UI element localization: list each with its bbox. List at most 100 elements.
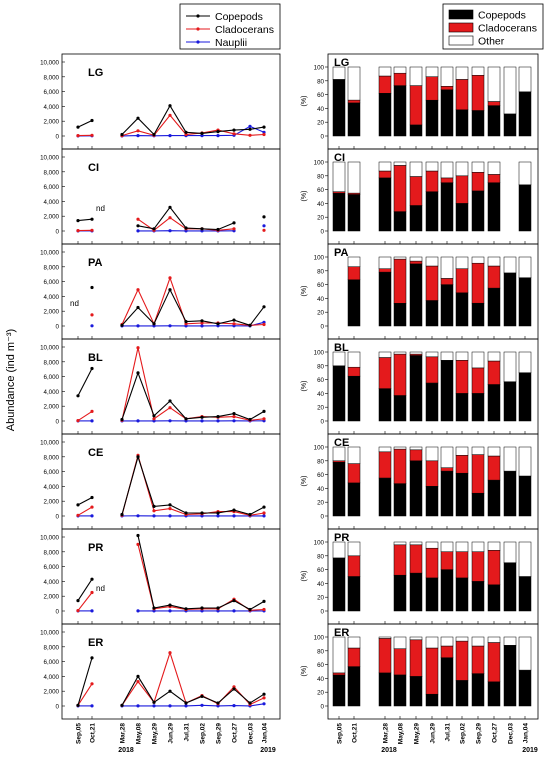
x-tick-label-left: Dec,03 [248,723,255,744]
nauplii-point [152,704,156,708]
y-tick-label: 60 [317,92,324,99]
cladocerans-bar [455,175,469,204]
y-tick-label: 2,000 [44,214,60,221]
composition-panel-ce: 0 20 40 60 80 100 (%) CE [301,433,539,530]
copepods-point [200,131,204,135]
y-tick-label: 6,000 [44,374,60,381]
nauplii-point [248,124,252,128]
nauplii-point [168,134,172,138]
copepods-bar [455,393,469,422]
copepods-line [121,675,265,706]
copepods-bar [378,177,392,232]
y-tick-label: 0 [321,609,325,616]
copepods-bar [425,694,439,707]
copepods-bar [471,302,485,327]
other-bar [409,351,423,355]
other-bar [409,636,423,641]
copepods-bar [455,472,469,517]
other-bar [425,66,439,77]
other-bar [503,446,517,472]
cladocerans-bar [393,165,407,212]
copepods-bar [503,272,517,327]
other-bar [332,161,346,192]
legend-swatch-cladocerans [448,22,474,33]
other-bar [518,541,532,577]
cladocerans-bar [455,455,469,474]
y-tick-label: 80 [317,648,324,655]
copepods-line [121,104,265,136]
copepods-point [200,319,204,323]
abundance-panel-ce: 0 2,000 4,000 6,000 8,000 10,000 CE [40,433,281,530]
nauplii-point [200,703,204,707]
other-bar [518,66,532,93]
other-bar [471,256,485,264]
y-tick-label: 100 [314,350,325,357]
y-tick-label: 0 [321,229,325,236]
y-tick-label: 100 [314,635,325,642]
legend-label-copepods: Copepods [215,11,263,23]
nauplii-line [122,703,265,707]
copepods-bar [378,388,392,422]
copepods-bar [393,211,407,232]
cladocerans-point [90,505,94,509]
x-tick-label-left: Jul,31 [184,723,191,742]
copepods-bar [440,89,454,137]
other-bar [378,161,392,172]
y-tick-label: 20 [317,595,324,602]
copepods-bar [518,576,532,612]
other-bar [487,161,501,175]
other-bar [440,446,454,468]
copepods-bar [455,292,469,327]
copepods-bar [440,657,454,707]
cladocerans-point [248,133,252,137]
other-bar [487,636,501,643]
cladocerans-point [200,321,204,325]
copepods-point [136,533,140,538]
copepods-point [168,399,172,403]
y-axis-label: (%) [301,666,308,677]
cladocerans-point [90,409,94,413]
y-tick-label: 20 [317,120,324,127]
copepods-point [152,322,156,326]
copepods-bar [487,681,501,707]
copepods-point [136,224,140,228]
other-bar [440,256,454,279]
y-axis-label: (%) [301,571,308,582]
cladocerans-bar [347,99,361,104]
legend-label-cladocerans: Cladocerans [478,23,537,35]
cladocerans-bar [378,638,392,674]
cladocerans-point [232,322,236,326]
copepods-point [168,104,172,108]
y-tick-label: 100 [314,255,325,262]
station-label: BL [334,342,349,354]
y-tick-label: 8,000 [44,74,60,81]
y-tick-label: 80 [317,363,324,370]
other-bar [409,256,423,262]
legend-label-nauplii: Nauplii [215,37,247,49]
copepods-point [90,285,94,290]
y-tick-label: 20 [317,310,324,317]
copepods-point [76,703,80,707]
copepods-bar [487,287,501,327]
other-bar [425,256,439,267]
nauplii-point [216,419,220,423]
copepods-line [77,497,93,506]
nd-label: nd [96,204,105,213]
copepods-point [152,132,156,137]
y-tick-label: 8,000 [44,454,60,461]
copepods-point [184,320,188,324]
y-tick-label: 40 [317,201,324,208]
y-tick-label: 0 [56,229,60,236]
copepods-bar [425,577,439,612]
station-label: PR [88,542,103,554]
copepods-bar [409,572,423,612]
copepods-bar [347,576,361,612]
cladocerans-bar [471,645,485,674]
cladocerans-bar [347,463,361,484]
copepods-line [121,371,265,421]
cladocerans-bar [440,467,454,472]
cladocerans-bar [487,455,501,481]
cladocerans-point [232,685,236,689]
other-bar [332,351,346,367]
